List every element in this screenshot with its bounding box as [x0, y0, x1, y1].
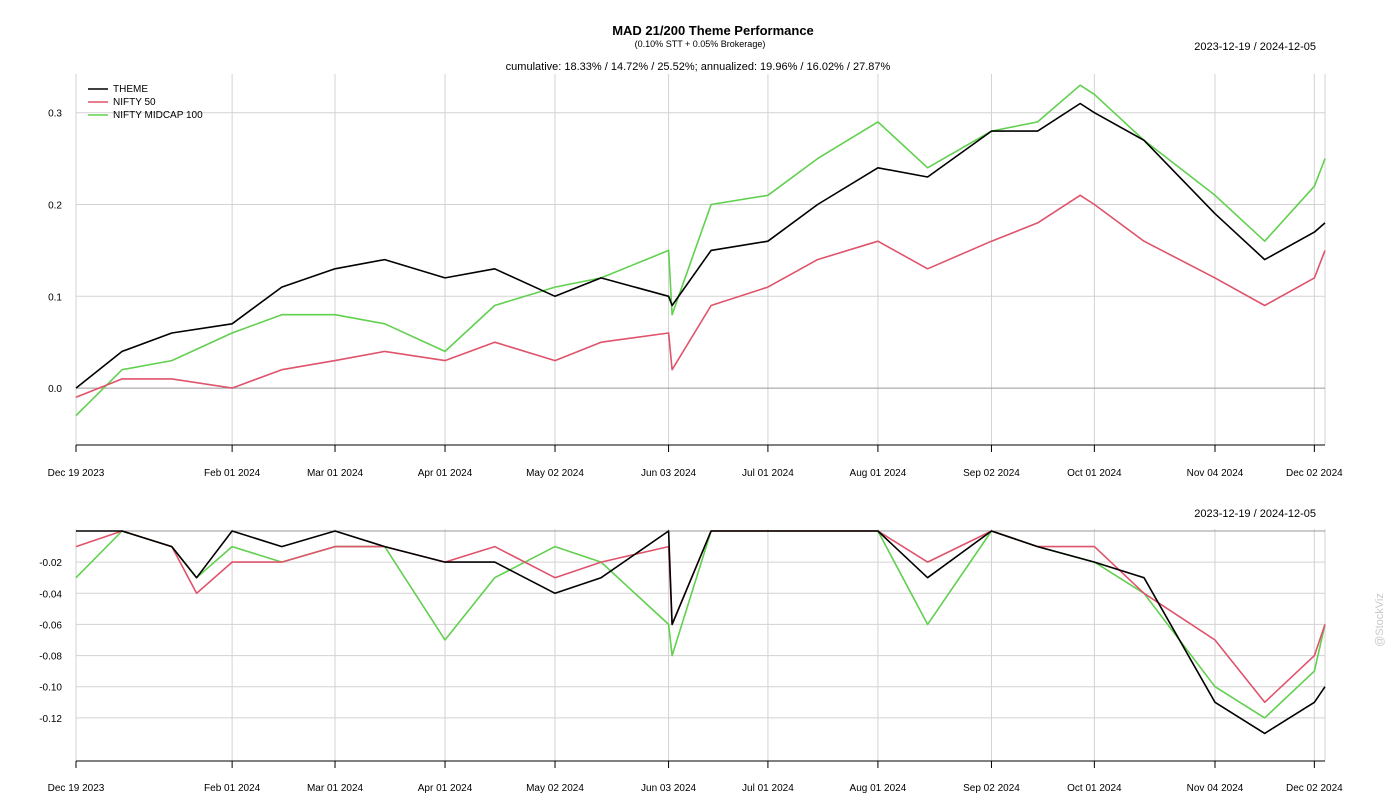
top-x-tick-label: Mar 01 2024 [307, 468, 364, 479]
bottom-y-tick-label: -0.10 [39, 683, 62, 694]
bottom-x-tick-label: Dec 19 2023 [48, 783, 105, 794]
top-x-tick-label: Dec 19 2023 [48, 468, 105, 479]
legend: THEME NIFTY 50 NIFTY MIDCAP 100 [88, 84, 203, 121]
top-x-tick-label: Oct 01 2024 [1067, 468, 1122, 479]
bottom-series-nifty-midcap-100 [75, 530, 1326, 719]
legend-label-theme: THEME [113, 84, 148, 95]
top-series-nifty-midcap-100 [75, 84, 1326, 417]
bottom-x-tick-label: May 02 2024 [526, 783, 584, 794]
bottom-x-tick-label: Jun 03 2024 [641, 783, 696, 794]
top-panel: Dec 19 2023 Feb 01 2024 Mar 01 2024 Apr 01 … [48, 74, 1343, 479]
legend-label-midcap: NIFTY MIDCAP 100 [113, 110, 203, 121]
bottom-series-theme [76, 530, 1326, 735]
bottom-x-tick-label: Feb 01 2024 [204, 783, 261, 794]
bottom-x-tick-label: Mar 01 2024 [307, 783, 364, 794]
stats-line: cumulative: 18.33% / 14.72% / 25.52%; an… [506, 61, 891, 73]
bottom-panel: Dec 19 2023 Feb 01 2024 Mar 01 2024 Apr 01 … [39, 529, 1343, 794]
bottom-y-tick-label: -0.04 [39, 589, 62, 600]
bottom-x-tick-label: Dec 02 2024 [1286, 783, 1343, 794]
bottom-y-tick-label: -0.02 [39, 558, 62, 569]
top-x-tick-label: Sep 02 2024 [963, 468, 1020, 479]
bottom-x-tick-label: Aug 01 2024 [850, 783, 907, 794]
watermark: @StockViz [1374, 593, 1386, 647]
date-range-bottom: 2023-12-19 / 2024-12-05 [1194, 508, 1316, 520]
bottom-x-tick-label: Nov 04 2024 [1187, 783, 1244, 794]
top-y-tick-label: 0.2 [48, 201, 62, 212]
top-x-tick-label: May 02 2024 [526, 468, 584, 479]
bottom-x-tick-label: Oct 01 2024 [1067, 783, 1122, 794]
top-x-tick-label: Nov 04 2024 [1187, 468, 1244, 479]
chart-title: MAD 21/200 Theme Performance [612, 23, 814, 38]
legend-label-nifty50: NIFTY 50 [113, 97, 156, 108]
top-y-tick-label: 0.0 [48, 384, 62, 395]
top-x-tick-label: Aug 01 2024 [850, 468, 907, 479]
bottom-x-tick-label: Jul 01 2024 [742, 783, 794, 794]
bottom-x-tick-label: Apr 01 2024 [418, 783, 473, 794]
top-x-tick-label: Feb 01 2024 [204, 468, 261, 479]
date-range-top: 2023-12-19 / 2024-12-05 [1194, 41, 1316, 53]
top-x-tick-label: Jul 01 2024 [742, 468, 794, 479]
bottom-y-tick-label: -0.06 [39, 620, 62, 631]
top-series-theme [75, 102, 1326, 389]
top-y-tick-label: 0.1 [48, 292, 62, 303]
top-x-tick-label: Dec 02 2024 [1286, 468, 1343, 479]
top-series-nifty-50 [75, 194, 1326, 399]
bottom-x-tick-label: Sep 02 2024 [963, 783, 1020, 794]
bottom-y-tick-label: -0.08 [39, 652, 62, 663]
top-y-tick-label: 0.3 [48, 109, 62, 120]
chart-subtitle: (0.10% STT + 0.05% Brokerage) [635, 39, 766, 49]
top-x-tick-label: Jun 03 2024 [641, 468, 696, 479]
top-x-tick-label: Apr 01 2024 [418, 468, 473, 479]
bottom-y-tick-label: -0.12 [39, 714, 62, 725]
